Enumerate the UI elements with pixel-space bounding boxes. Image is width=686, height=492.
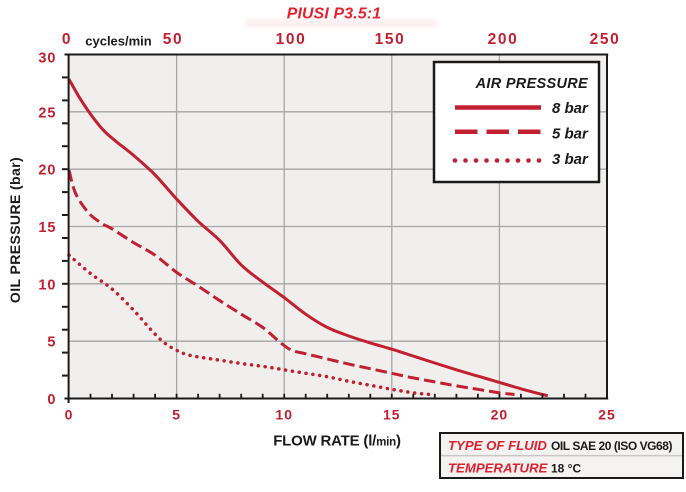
svg-text:5 bar: 5 bar <box>552 126 589 143</box>
svg-text:OIL SAE 20 (ISO VG68): OIL SAE 20 (ISO VG68) <box>551 439 672 453</box>
svg-text:PIUSI P3.5:1: PIUSI P3.5:1 <box>287 5 382 22</box>
svg-text:0: 0 <box>62 31 72 48</box>
svg-text:18 °C: 18 °C <box>551 462 581 476</box>
svg-text:10: 10 <box>275 407 293 423</box>
svg-text:10: 10 <box>38 277 56 293</box>
svg-text:15: 15 <box>38 220 56 236</box>
svg-text:20: 20 <box>38 163 56 179</box>
svg-text:0: 0 <box>47 392 56 408</box>
svg-text:5: 5 <box>47 335 56 351</box>
svg-text:FLOW RATE (l/min): FLOW RATE (l/min) <box>273 433 401 450</box>
svg-text:AIR PRESSURE: AIR PRESSURE <box>475 76 589 92</box>
svg-text:8 bar: 8 bar <box>552 100 589 117</box>
svg-text:0: 0 <box>65 407 74 423</box>
svg-text:20: 20 <box>491 407 509 423</box>
svg-text:150: 150 <box>375 31 406 48</box>
svg-text:15: 15 <box>383 407 401 423</box>
svg-text:TEMPERATURE: TEMPERATURE <box>448 461 549 476</box>
svg-text:cycles/min: cycles/min <box>85 34 152 49</box>
svg-text:5: 5 <box>172 407 181 423</box>
svg-text:25: 25 <box>38 105 56 121</box>
svg-text:3 bar: 3 bar <box>552 151 589 168</box>
svg-text:30: 30 <box>38 51 56 67</box>
svg-text:50: 50 <box>163 31 183 48</box>
svg-text:TYPE OF FLUID: TYPE OF FLUID <box>448 438 547 453</box>
svg-text:250: 250 <box>590 31 621 48</box>
svg-text:OIL PRESSURE (bar): OIL PRESSURE (bar) <box>7 157 23 303</box>
svg-text:25: 25 <box>598 407 616 423</box>
svg-text:200: 200 <box>488 31 519 48</box>
svg-text:100: 100 <box>276 31 307 48</box>
